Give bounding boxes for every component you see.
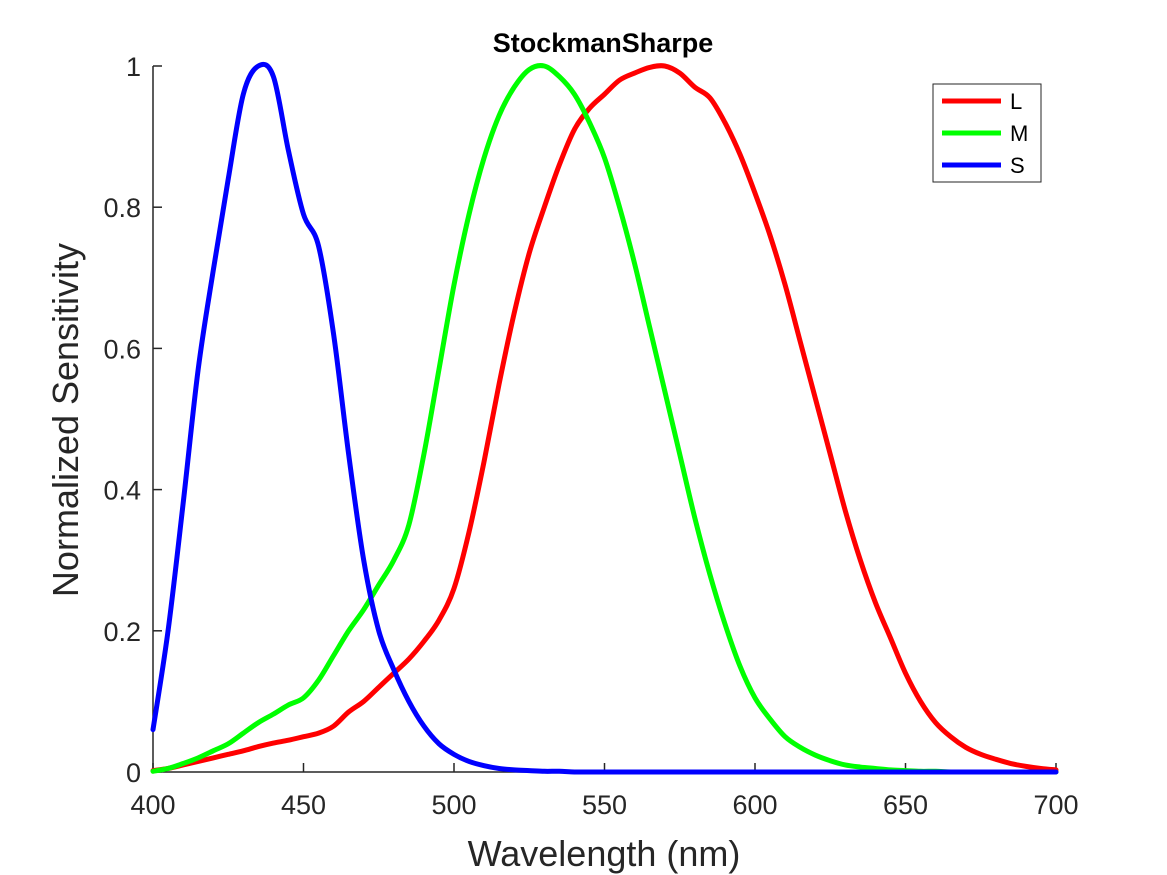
x-tick-label: 550 (582, 790, 627, 820)
y-tick-label: 1 (126, 52, 141, 82)
x-tick-label: 650 (883, 790, 928, 820)
chart-title: StockmanSharpe (493, 28, 714, 58)
y-tick-label: 0 (126, 758, 141, 788)
series-line-S (150, 61, 1059, 775)
y-tick-label: 0.8 (103, 193, 141, 223)
x-tick-label: 700 (1033, 790, 1078, 820)
legend-label-M: M (1010, 121, 1028, 146)
y-tick-label: 0.6 (103, 334, 141, 364)
legend-label-S: S (1010, 153, 1025, 178)
y-ticks: 0 0.2 0.4 0.6 0.8 1 (103, 52, 162, 788)
legend-label-L: L (1010, 89, 1022, 114)
y-axis-label: Normalized Sensitivity (45, 243, 86, 597)
x-tick-label: 500 (431, 790, 476, 820)
x-tick-label: 600 (732, 790, 777, 820)
series-line-M (150, 63, 1059, 775)
legend: LMS (932, 83, 1042, 183)
y-tick-label: 0.2 (103, 617, 141, 647)
series-lines (150, 61, 1059, 775)
x-axis-label: Wavelength (nm) (468, 833, 741, 874)
series-line-L (150, 63, 1059, 774)
x-tick-label: 450 (281, 790, 326, 820)
x-tick-label: 400 (130, 790, 175, 820)
x-ticks: 400 450 500 550 600 650 700 (130, 763, 1079, 820)
plot-area (152, 66, 1056, 773)
y-tick-label: 0.4 (103, 476, 141, 506)
